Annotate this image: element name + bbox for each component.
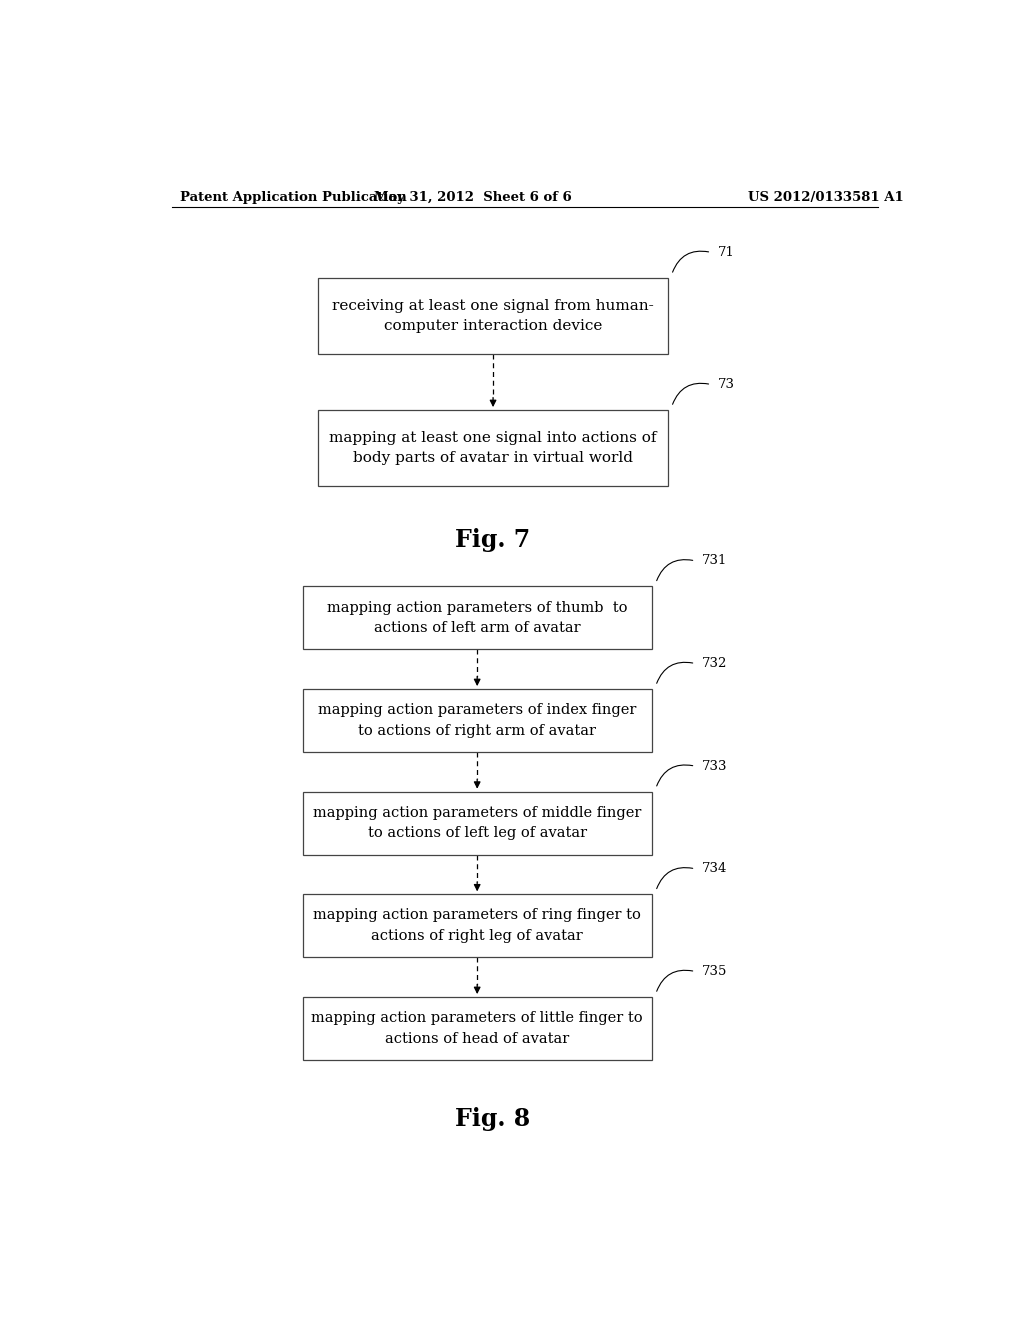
Text: mapping action parameters of middle finger
to actions of left leg of avatar: mapping action parameters of middle fing… <box>313 805 641 841</box>
Text: mapping action parameters of index finger
to actions of right arm of avatar: mapping action parameters of index finge… <box>318 704 636 738</box>
Text: 731: 731 <box>701 554 727 568</box>
Text: US 2012/0133581 A1: US 2012/0133581 A1 <box>749 190 904 203</box>
FancyBboxPatch shape <box>303 997 652 1060</box>
Text: 733: 733 <box>701 760 727 772</box>
FancyBboxPatch shape <box>303 586 652 649</box>
FancyBboxPatch shape <box>318 411 668 486</box>
Text: 73: 73 <box>718 378 734 391</box>
Text: receiving at least one signal from human-
computer interaction device: receiving at least one signal from human… <box>332 298 654 333</box>
Text: Patent Application Publication: Patent Application Publication <box>179 190 407 203</box>
Text: mapping action parameters of thumb  to
actions of left arm of avatar: mapping action parameters of thumb to ac… <box>327 601 628 635</box>
Text: 71: 71 <box>718 246 734 259</box>
Text: mapping at least one signal into actions of
body parts of avatar in virtual worl: mapping at least one signal into actions… <box>330 430 656 466</box>
Text: 735: 735 <box>701 965 727 978</box>
FancyBboxPatch shape <box>303 689 652 752</box>
Text: mapping action parameters of ring finger to
actions of right leg of avatar: mapping action parameters of ring finger… <box>313 908 641 942</box>
FancyBboxPatch shape <box>303 894 652 957</box>
Text: 732: 732 <box>701 657 727 671</box>
FancyBboxPatch shape <box>303 792 652 854</box>
Text: Fig. 8: Fig. 8 <box>456 1107 530 1131</box>
Text: Fig. 7: Fig. 7 <box>456 528 530 552</box>
Text: May 31, 2012  Sheet 6 of 6: May 31, 2012 Sheet 6 of 6 <box>375 190 572 203</box>
FancyBboxPatch shape <box>318 277 668 354</box>
Text: mapping action parameters of little finger to
actions of head of avatar: mapping action parameters of little fing… <box>311 1011 643 1045</box>
Text: 734: 734 <box>701 862 727 875</box>
